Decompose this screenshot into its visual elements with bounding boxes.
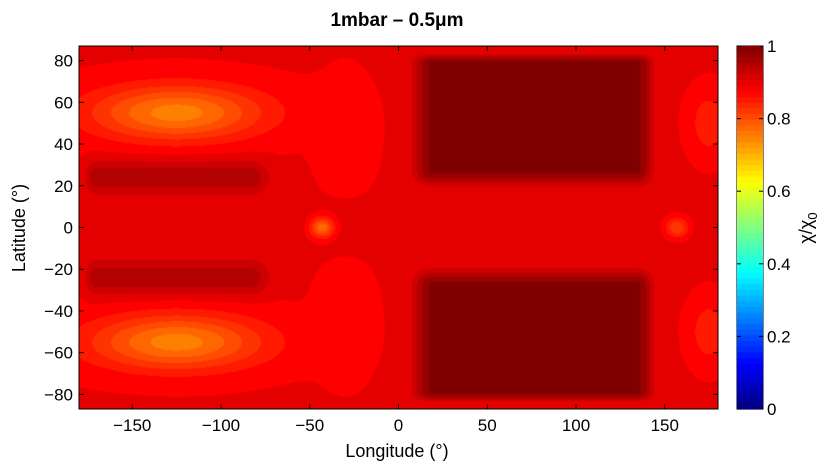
colorbar-segment [737, 391, 763, 399]
colorbar-segment [737, 403, 763, 410]
y-tick-label: −80 [44, 385, 73, 404]
colorbar-segment [737, 170, 763, 178]
x-tick-label: −150 [113, 416, 151, 435]
colorbar-segment [737, 267, 763, 274]
x-tick-label: 100 [562, 416, 590, 435]
colorbar-segment [737, 221, 763, 229]
heatmap-image [79, 46, 718, 409]
colorbar-tick-label: 0.4 [767, 255, 791, 274]
colorbar-segment [737, 340, 763, 348]
x-axis-label: Longitude (°) [345, 441, 448, 461]
colorbar-segment [737, 91, 763, 98]
colorbar-tick-label: 0.8 [767, 110, 791, 129]
colorbar-segment [737, 165, 763, 172]
colorbar-segment [737, 295, 763, 302]
y-tick-label: 40 [54, 135, 73, 154]
colorbar-segment [737, 119, 763, 127]
colorbar-segment [737, 352, 763, 359]
colorbar-segment [737, 301, 763, 308]
colorbar-segment [737, 187, 763, 195]
colorbar-segment [737, 397, 763, 404]
colorbar-segment [737, 335, 763, 342]
colorbar-segment [737, 244, 763, 251]
colorbar-label-main: χ/χ [796, 219, 816, 243]
colorbar-segment [737, 57, 763, 64]
colorbar-segment [737, 193, 763, 200]
x-axis-ticks: −150 −100 −50 0 50 100 150 [113, 46, 679, 435]
colorbar-segment [737, 125, 763, 132]
colorbar-segment [737, 148, 763, 155]
colorbar-segment [737, 85, 763, 92]
colorbar-label-subscript: 0 [805, 212, 820, 219]
y-tick-label: 80 [54, 52, 73, 71]
colorbar-segment [737, 289, 763, 297]
colorbar-tick-label: 0.2 [767, 327, 791, 346]
colorbar-segment [737, 108, 763, 115]
colorbar-segment [737, 233, 763, 240]
colorbar-segment [737, 216, 763, 223]
y-axis-label: Latitude (°) [9, 184, 29, 272]
colorbar-label: χ/χ0 [796, 212, 820, 243]
x-tick-label: 150 [651, 416, 679, 435]
chart-title: 1mbar – 0.5μm [330, 10, 463, 31]
colorbar-segment [737, 357, 763, 365]
x-tick-label: 50 [478, 416, 497, 435]
colorbar-segment [737, 153, 763, 161]
y-tick-label: −20 [44, 260, 73, 279]
colorbar-segment [737, 142, 763, 149]
colorbar-segment [737, 46, 763, 53]
colorbar-segment [737, 363, 763, 370]
y-tick-label: 60 [54, 93, 73, 112]
colorbar-segment [737, 374, 763, 382]
x-tick-label: 0 [394, 416, 403, 435]
colorbar-segment [737, 176, 763, 183]
colorbar-segment [737, 318, 763, 325]
colorbar-segment [737, 250, 763, 257]
colorbar [737, 46, 763, 410]
colorbar-segment [737, 272, 763, 280]
colorbar-segment [737, 386, 763, 393]
colorbar-segment [737, 261, 763, 268]
colorbar-segment [737, 284, 763, 291]
colorbar-segment [737, 131, 763, 138]
colorbar-tick-label: 0 [767, 400, 776, 419]
colorbar-segment [737, 204, 763, 212]
y-tick-label: 0 [64, 219, 73, 238]
colorbar-segment [737, 238, 763, 246]
colorbar-segment [737, 68, 763, 75]
y-axis-ticks: −80 −60 −40 −20 0 20 40 60 80 [44, 52, 718, 404]
colorbar-segment [737, 210, 763, 217]
colorbar-segment [737, 329, 763, 336]
colorbar-segment [737, 102, 763, 109]
colorbar-segment [737, 182, 763, 189]
colorbar-tick-label: 1 [767, 37, 776, 56]
y-tick-label: 20 [54, 177, 73, 196]
colorbar-segment [737, 159, 763, 166]
y-tick-label: −40 [44, 302, 73, 321]
y-tick-label: −60 [44, 344, 73, 363]
colorbar-segment [737, 278, 763, 285]
colorbar-segment [737, 97, 763, 104]
colorbar-segment [737, 63, 763, 70]
colorbar-segment [737, 312, 763, 319]
colorbar-segment [737, 51, 763, 58]
colorbar-ticks: 0 0.2 0.4 0.6 0.8 1 [737, 37, 791, 419]
colorbar-segment [737, 255, 763, 263]
colorbar-segment [737, 74, 763, 81]
x-tick-label: −100 [202, 416, 240, 435]
colorbar-tick-label: 0.6 [767, 182, 791, 201]
colorbar-segment [737, 323, 763, 331]
colorbar-segment [737, 346, 763, 353]
colorbar-segment [737, 80, 763, 87]
colorbar-segment [737, 114, 763, 121]
x-tick-label: −50 [295, 416, 324, 435]
colorbar-segment [737, 227, 763, 234]
colorbar-segment [737, 199, 763, 206]
colorbar-segment [737, 369, 763, 376]
colorbar-segment [737, 380, 763, 387]
colorbar-segment [737, 136, 763, 144]
colorbar-segment [737, 306, 763, 314]
